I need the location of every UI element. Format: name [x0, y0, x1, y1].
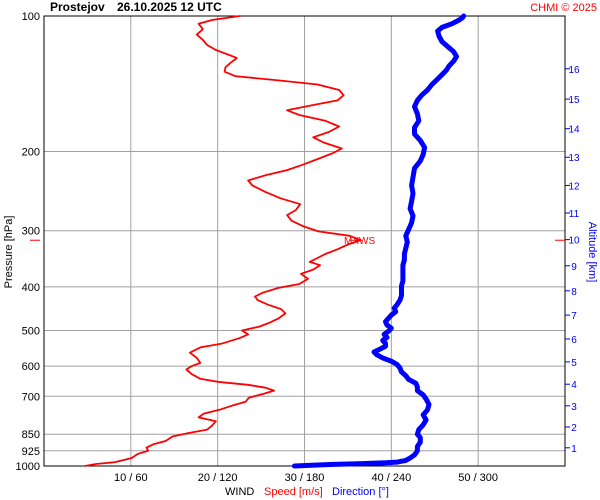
direction-series: [291, 13, 467, 469]
datetime-title: 26.10.2025 12 UTC: [117, 0, 222, 14]
altitude-tick-label: 10: [568, 236, 580, 247]
pressure-tick-label: 925: [22, 446, 40, 458]
altitude-tick-label: 12: [568, 181, 580, 192]
speed-series: [84, 15, 362, 467]
pressure-tick-label: 200: [22, 146, 40, 158]
altitude-tick-label: 8: [571, 287, 577, 298]
x-tick-label: 30 / 180: [285, 472, 325, 484]
direction-label: Direction [°]: [332, 486, 389, 498]
copyright-label: CHMI © 2025: [530, 2, 597, 14]
altitude-tick-label: 1: [571, 444, 577, 455]
altitude-tick-label: 11: [569, 209, 580, 220]
altitude-tick-label: 15: [568, 95, 580, 106]
altitude-tick-label: 13: [568, 153, 580, 164]
x-tick-label: 40 / 240: [371, 472, 411, 484]
wind-label: WIND: [225, 486, 254, 498]
x-tick-label: 20 / 120: [198, 472, 238, 484]
speed-grid: [130, 16, 479, 466]
pressure-tick-label: 400: [22, 282, 40, 294]
mxws-marker: MXWS: [30, 236, 565, 247]
x-tick-label: 50 / 300: [458, 472, 498, 484]
altitude-tick-label: 6: [571, 335, 577, 346]
pressure-tick-label: 850: [22, 429, 40, 441]
pressure-tick-label: 300: [22, 226, 40, 238]
pressure-tick-label: 500: [22, 326, 40, 338]
altitude-tick-label: 7: [571, 311, 577, 322]
direction-line: [291, 13, 467, 469]
altitude-tick-label: 14: [568, 125, 580, 136]
altitude-tick-label: 2: [571, 423, 577, 434]
altitude-tick-label: 16: [568, 65, 580, 76]
station-title: Prostejov: [50, 0, 105, 14]
x-tick-label: 10 / 60: [114, 472, 148, 484]
pressure-axis-title: Pressure [hPa]: [3, 216, 15, 289]
speed-line: [84, 15, 362, 467]
mxws-label: MXWS: [344, 236, 375, 247]
altitude-tick-label: 3: [571, 402, 577, 413]
pressure-tick-label: 600: [22, 361, 40, 373]
altitude-tick-label: 5: [571, 358, 577, 369]
pressure-tick-label: 1000: [16, 461, 40, 473]
altitude-tick-label: 4: [571, 380, 577, 391]
speed-direction-tick-labels: 10 / 60 20 / 120 30 / 180 40 / 240 50 / 300: [114, 472, 498, 484]
altitude-axis-title: Altitude [km]: [586, 222, 598, 283]
altitude-tick-label: 9: [571, 262, 577, 273]
pressure-tick-label: 100: [22, 11, 40, 23]
speed-label: Speed [m/s]: [264, 486, 323, 498]
pressure-tick-label: 700: [22, 391, 40, 403]
pressure-tick-labels: 100 200 300 400 500 600 700 850 925 1000: [16, 11, 40, 473]
